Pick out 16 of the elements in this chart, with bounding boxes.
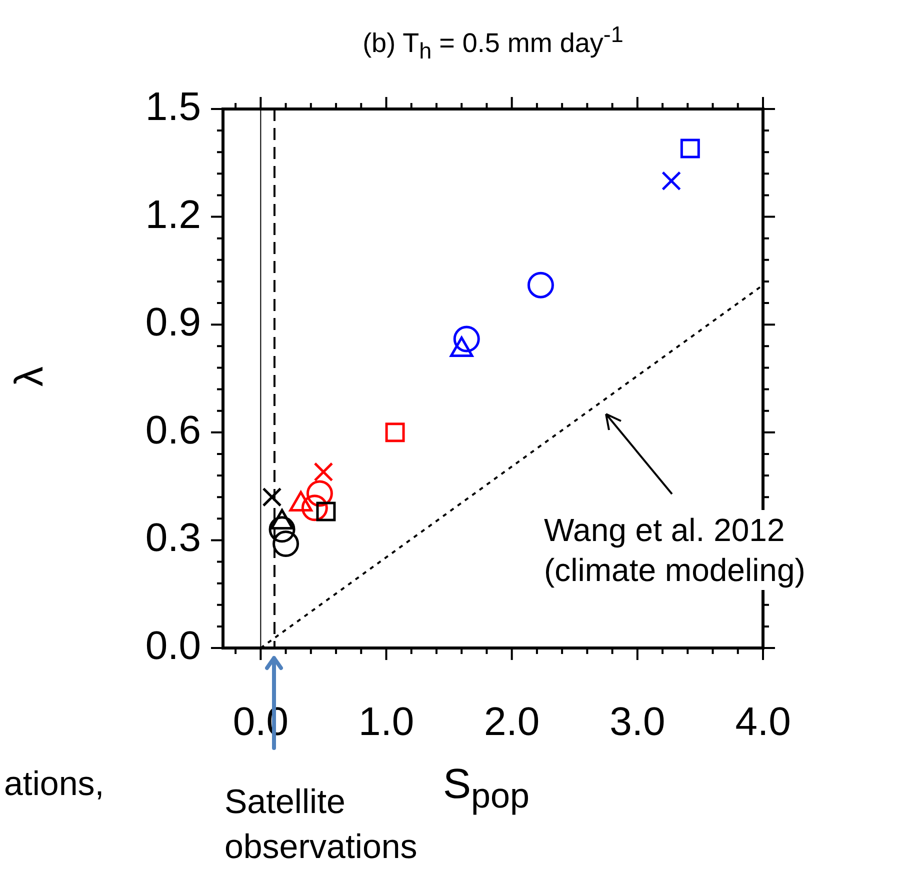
y-tick-label: 1.5 bbox=[145, 85, 201, 130]
y-tick-label: 0.0 bbox=[145, 624, 201, 668]
y-tick-label: 1.2 bbox=[145, 192, 201, 237]
y-tick-label: 0.3 bbox=[145, 516, 201, 560]
x-tick-label: 4.0 bbox=[735, 700, 791, 744]
y-tick-label: 0.6 bbox=[145, 408, 201, 452]
x-axis-title: S$_{pop}$ bbox=[443, 760, 530, 816]
x-tick-label: 1.0 bbox=[358, 700, 414, 744]
x-tick-label: 3.0 bbox=[610, 700, 666, 744]
y-tick-label: 0.9 bbox=[145, 300, 201, 345]
y-axis-title: λ bbox=[8, 366, 52, 386]
text: ations, bbox=[4, 765, 104, 804]
chart-title: (b) T$_{h}$ = 0.5 mm day$^{-1}$ bbox=[362, 22, 624, 64]
ref-line-label: Satellite observations bbox=[224, 783, 418, 866]
x-tick-label: 2.0 bbox=[484, 700, 540, 744]
annotation: Wang et al. 2012 (climate modeling) bbox=[544, 510, 806, 590]
